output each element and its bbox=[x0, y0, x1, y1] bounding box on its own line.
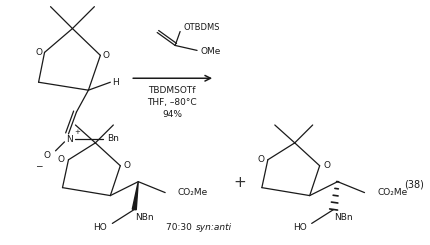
Text: NBn: NBn bbox=[334, 213, 352, 222]
Text: THF, –80°C: THF, –80°C bbox=[147, 98, 197, 107]
Text: CO₂Me: CO₂Me bbox=[178, 188, 208, 197]
Text: OTBDMS: OTBDMS bbox=[183, 23, 220, 32]
Text: O: O bbox=[103, 51, 110, 60]
Text: Bn: Bn bbox=[107, 135, 119, 143]
Text: OMe: OMe bbox=[200, 47, 221, 56]
Text: CO₂Me: CO₂Me bbox=[376, 188, 407, 197]
Text: −: − bbox=[35, 161, 42, 170]
Text: 70:30: 70:30 bbox=[166, 223, 195, 232]
Text: O: O bbox=[322, 161, 329, 170]
Text: N: N bbox=[66, 135, 73, 144]
Text: HO: HO bbox=[292, 223, 306, 232]
Text: +: + bbox=[74, 129, 80, 135]
Text: O: O bbox=[35, 48, 42, 57]
Text: NBn: NBn bbox=[135, 213, 153, 222]
Text: O: O bbox=[43, 151, 50, 160]
Text: O: O bbox=[257, 155, 264, 164]
Text: HO: HO bbox=[93, 223, 107, 232]
Text: (38): (38) bbox=[403, 180, 423, 190]
Text: O: O bbox=[123, 161, 130, 170]
Polygon shape bbox=[132, 182, 138, 210]
Text: TBDMSOTf: TBDMSOTf bbox=[148, 86, 196, 95]
Text: +: + bbox=[233, 175, 246, 190]
Text: 94%: 94% bbox=[162, 110, 182, 119]
Text: O: O bbox=[58, 155, 65, 164]
Text: syn:anti: syn:anti bbox=[196, 223, 232, 232]
Text: H: H bbox=[112, 78, 118, 87]
